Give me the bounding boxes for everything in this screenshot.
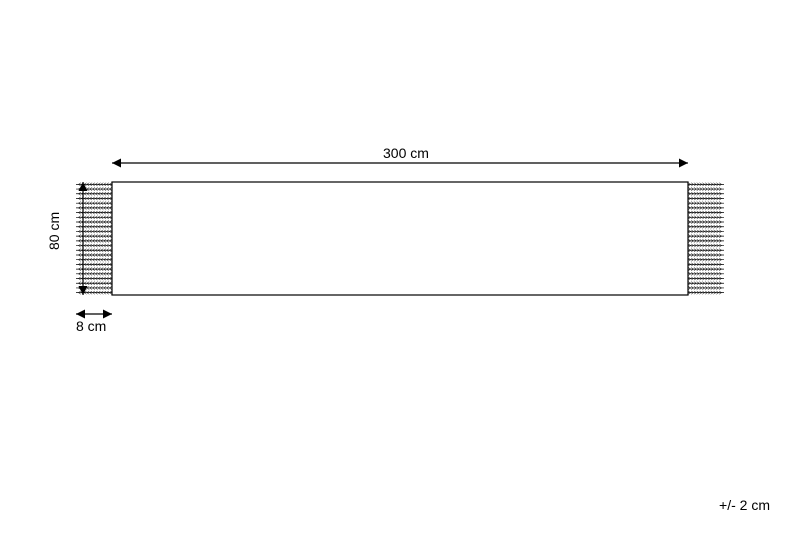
tolerance-label: +/- 2 cm <box>719 497 770 513</box>
fringe-width-label: 8 cm <box>76 318 106 334</box>
dimension-diagram: 300 cm 80 cm 8 cm +/- 2 cm <box>0 0 800 533</box>
width-label: 300 cm <box>383 145 429 161</box>
diagram-svg <box>0 0 800 533</box>
height-label: 80 cm <box>46 212 62 250</box>
